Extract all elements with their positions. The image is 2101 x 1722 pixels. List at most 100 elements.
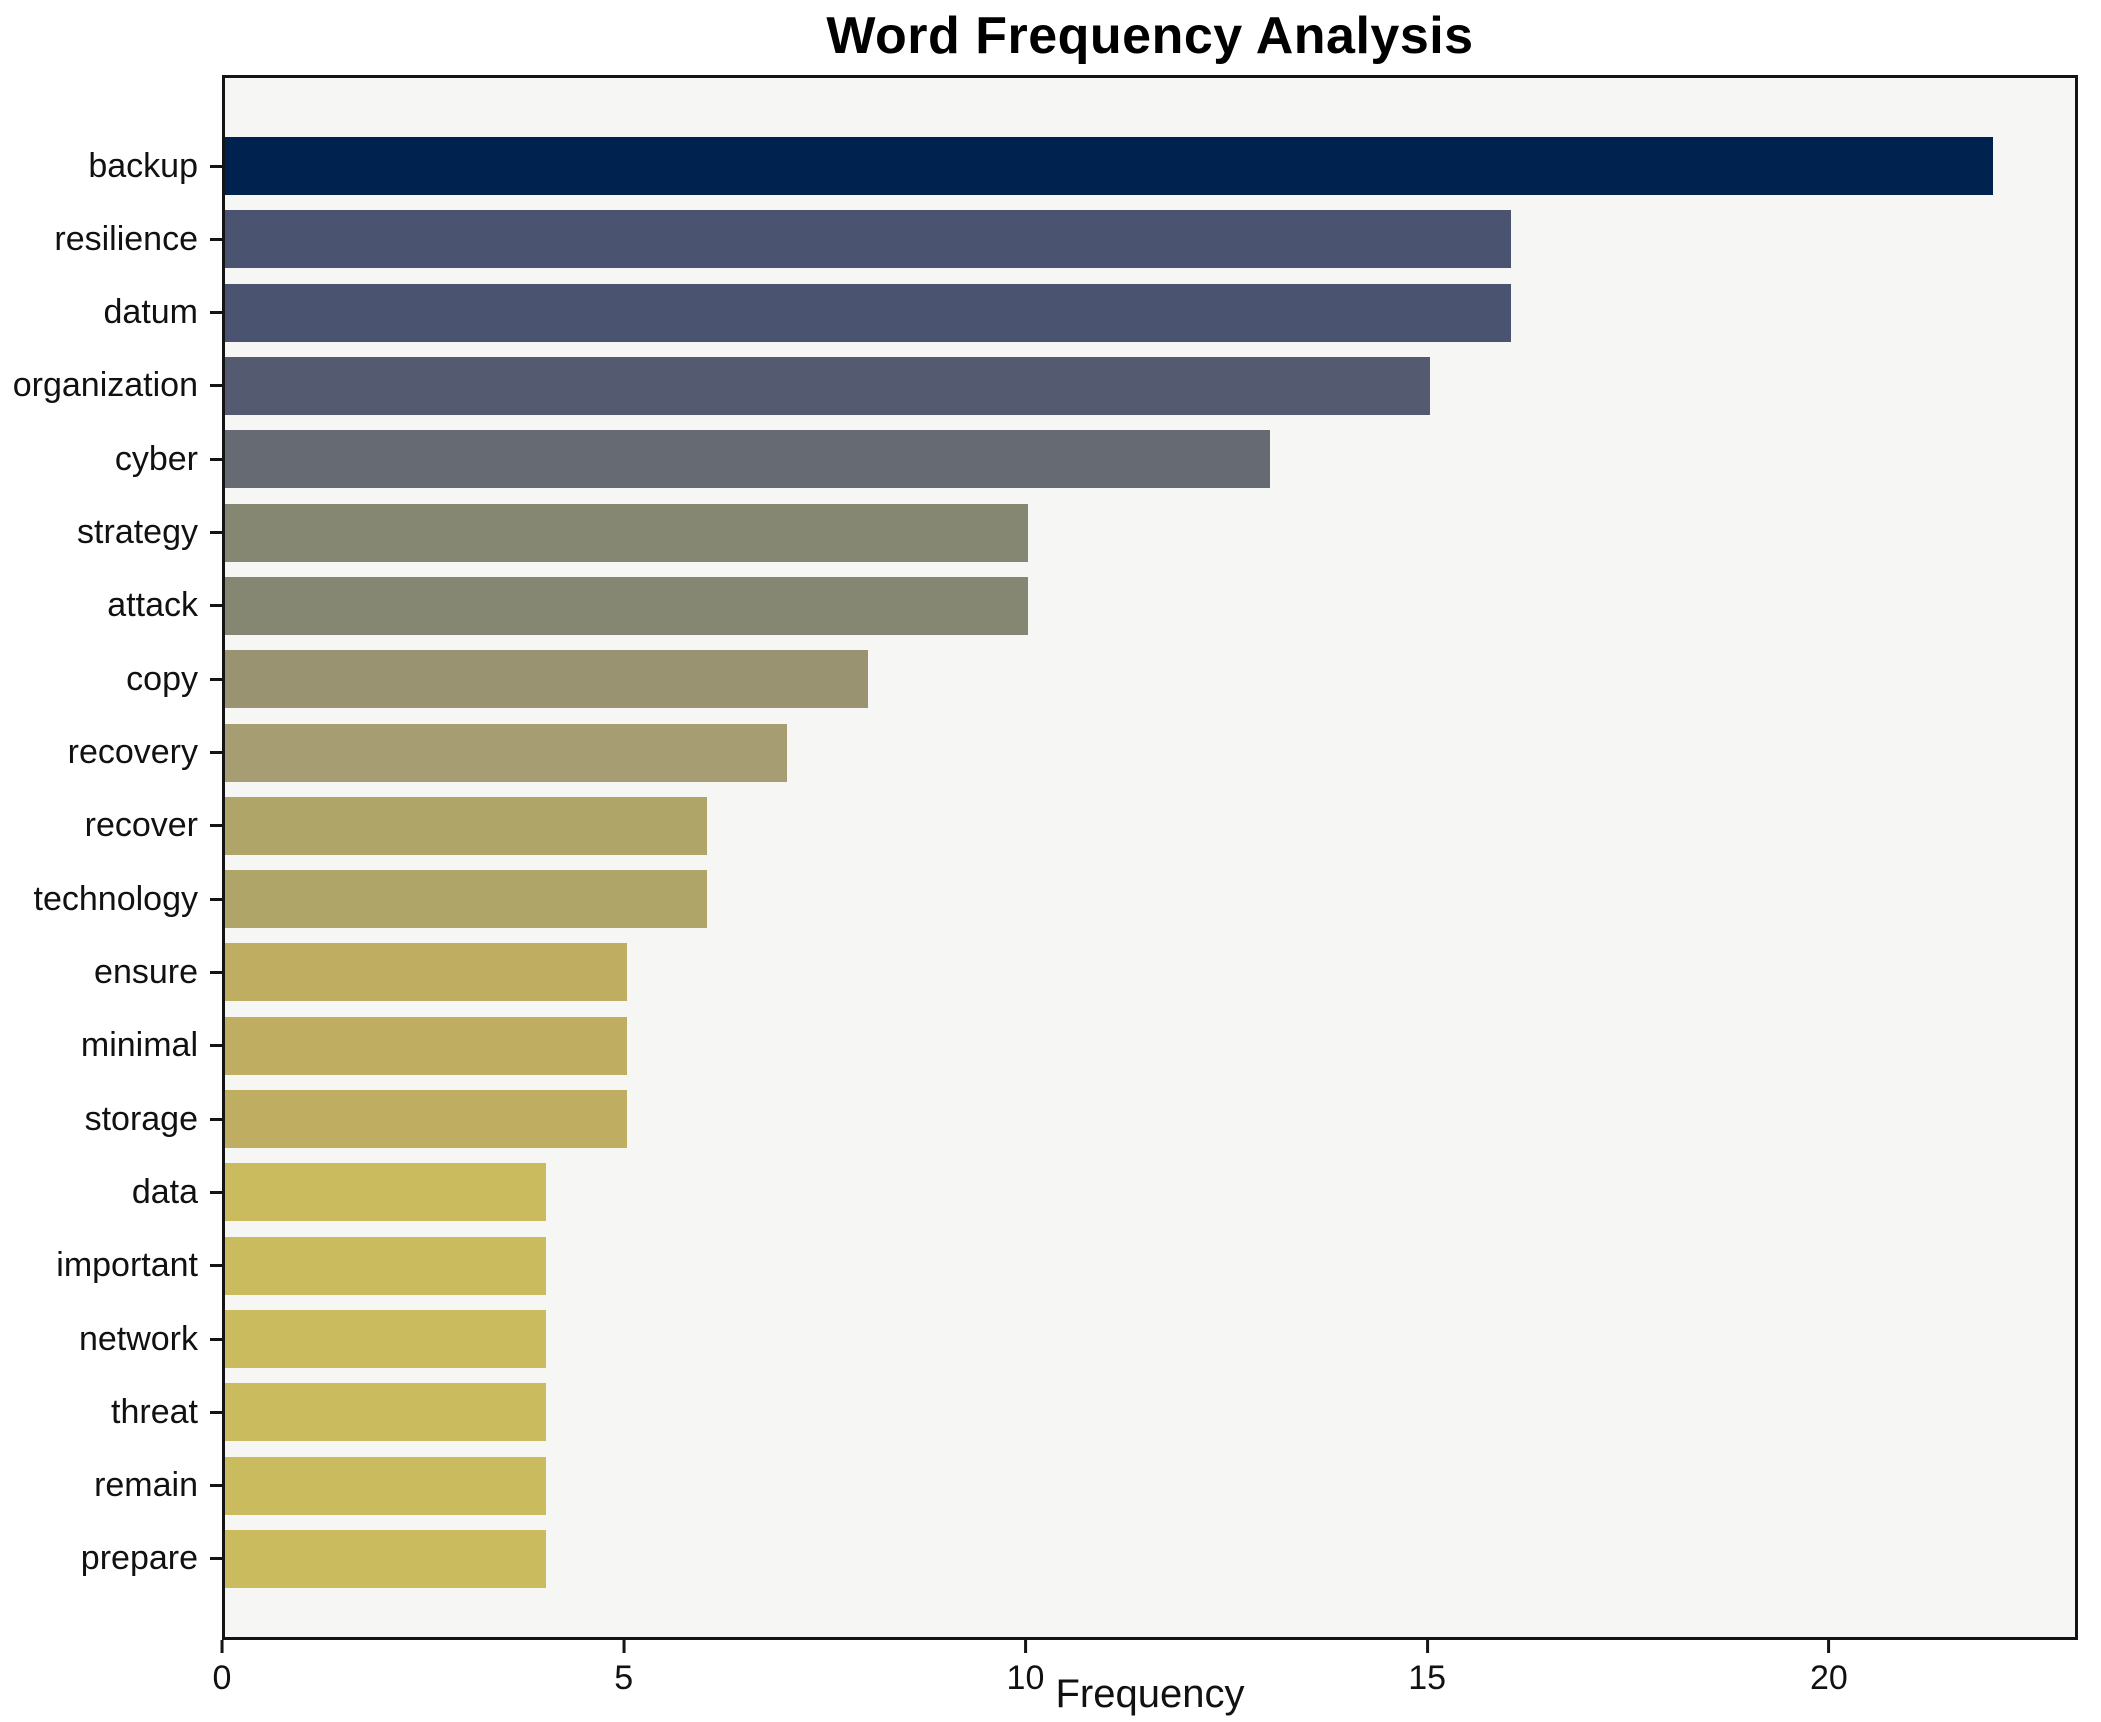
bar-track [222, 1529, 2078, 1588]
bar-track [222, 356, 2078, 415]
y-tick-mark [210, 604, 222, 608]
bar-track [222, 1090, 2078, 1149]
x-tick-10: 10 [1006, 1640, 1045, 1698]
bar-row-datum: datum [0, 283, 2078, 342]
bar-network [225, 1310, 547, 1368]
bar-row-organization: organization [0, 356, 2078, 415]
x-tick-label-5: 5 [614, 1659, 634, 1697]
y-tick-label-ensure: ensure [94, 952, 198, 991]
x-tick-mark [1827, 1640, 1831, 1653]
bar-row-minimal: minimal [0, 1016, 2078, 1075]
bar-row-attack: attack [0, 576, 2078, 635]
y-tick-mark [210, 1264, 222, 1268]
x-tick-label-20: 20 [1810, 1659, 1848, 1697]
y-tick-mark [210, 897, 222, 901]
bar-track [222, 870, 2078, 929]
bar-row-resilience: resilience [0, 210, 2078, 269]
bar-row-copy: copy [0, 650, 2078, 709]
y-tick-label-organization: organization [12, 366, 198, 405]
bar-track [222, 1456, 2078, 1515]
y-tick-mark [210, 1410, 222, 1414]
bar-track [222, 503, 2078, 562]
bar-track [222, 1016, 2078, 1075]
bar-track [222, 137, 2078, 195]
bar-cyber [225, 430, 1270, 489]
x-tick-label-0: 0 [212, 1659, 232, 1697]
y-tick-mark [210, 824, 222, 828]
bar-row-network: network [0, 1310, 2078, 1368]
x-axis-ticks: 0 5 10 15 20 [213, 1640, 2078, 1710]
bar-remain [225, 1456, 547, 1515]
bar-track [222, 1310, 2078, 1368]
y-tick-mark [210, 1117, 222, 1121]
bar-row-prepare: prepare [0, 1529, 2078, 1588]
bar-attack [225, 576, 1029, 635]
bar-recovery [225, 723, 788, 782]
bar-row-ensure: ensure [0, 943, 2078, 1002]
y-tick-label-datum: datum [103, 293, 199, 332]
x-tick-0: 0 [212, 1640, 232, 1698]
bar-row-recovery: recovery [0, 723, 2078, 782]
y-tick-label-threat: threat [111, 1392, 198, 1431]
bar-strategy [225, 503, 1029, 562]
bar-track [222, 650, 2078, 709]
bar-resilience [225, 210, 1511, 269]
x-tick-mark [622, 1640, 626, 1653]
bar-recover [225, 796, 708, 855]
y-tick-mark [210, 1484, 222, 1488]
bar-ensure [225, 943, 627, 1002]
chart-title: Word Frequency Analysis [826, 7, 1474, 65]
bar-track [222, 576, 2078, 635]
bar-row-backup: backup [0, 137, 2078, 195]
y-tick-mark [210, 237, 222, 241]
bar-track [222, 796, 2078, 855]
y-tick-label-backup: backup [88, 146, 198, 185]
bar-track [222, 723, 2078, 782]
y-tick-label-strategy: strategy [77, 513, 198, 552]
y-tick-mark [210, 1044, 222, 1048]
y-tick-mark [210, 1190, 222, 1194]
y-tick-mark [210, 531, 222, 535]
y-tick-label-prepare: prepare [80, 1539, 198, 1578]
x-tick-label-10: 10 [1006, 1659, 1045, 1697]
bar-row-threat: threat [0, 1383, 2078, 1442]
bar-threat [225, 1383, 547, 1442]
bar-data [225, 1163, 547, 1222]
x-tick-5: 5 [614, 1640, 633, 1698]
bar-prepare [225, 1529, 547, 1588]
bar-row-strategy: strategy [0, 503, 2078, 562]
y-tick-label-technology: technology [33, 879, 198, 918]
x-tick-mark [220, 1640, 224, 1653]
bar-row-important: important [0, 1236, 2078, 1295]
y-tick-label-cyber: cyber [114, 439, 198, 478]
x-axis-label: Frequency [1055, 1672, 1245, 1716]
bar-row-technology: technology [0, 870, 2078, 929]
y-tick-label-network: network [78, 1319, 198, 1358]
bar-track [222, 1163, 2078, 1222]
x-tick-20: 20 [1810, 1640, 1848, 1698]
y-tick-mark [210, 311, 222, 315]
bar-copy [225, 650, 868, 709]
y-tick-label-recover: recover [84, 806, 198, 845]
y-tick-mark [210, 1337, 222, 1341]
y-tick-label-data: data [131, 1172, 198, 1211]
bar-important [225, 1236, 547, 1295]
bar-row-data: data [0, 1163, 2078, 1222]
x-tick-mark [1023, 1640, 1027, 1653]
y-tick-label-important: important [56, 1246, 198, 1285]
y-tick-label-minimal: minimal [80, 1026, 198, 1065]
bar-row-remain: remain [0, 1456, 2078, 1515]
bar-row-storage: storage [0, 1090, 2078, 1149]
x-tick-label-15: 15 [1408, 1659, 1447, 1697]
bar-row-cyber: cyber [0, 430, 2078, 489]
y-tick-label-recovery: recovery [67, 733, 198, 771]
bar-track [222, 1236, 2078, 1295]
y-tick-mark [210, 677, 222, 681]
bar-storage [225, 1090, 627, 1149]
y-tick-mark [210, 970, 222, 974]
y-tick-label-resilience: resilience [54, 219, 198, 258]
bar-row-recover: recover [0, 796, 2078, 855]
y-tick-mark [210, 164, 222, 168]
bar-backup [225, 137, 1993, 195]
